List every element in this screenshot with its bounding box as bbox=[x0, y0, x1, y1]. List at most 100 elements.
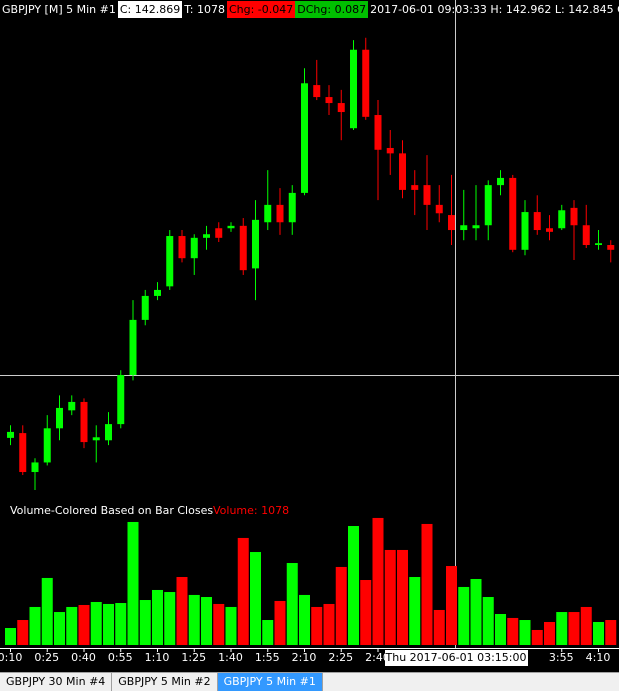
tab-active[interactable]: GBPJPY 5 Min #1 bbox=[217, 673, 323, 691]
volume-bar bbox=[593, 621, 604, 645]
volume-bar bbox=[41, 577, 53, 645]
volume-bar bbox=[90, 601, 102, 645]
volume-bar bbox=[470, 578, 482, 645]
volume-bar bbox=[17, 620, 29, 645]
candle-body bbox=[92, 437, 100, 441]
volume-bar bbox=[78, 604, 90, 645]
symbol: GBPJPY [M] 5 Min #1 bbox=[2, 3, 116, 16]
candle-body bbox=[472, 225, 480, 229]
candle-body bbox=[43, 428, 51, 463]
volume-bar bbox=[409, 577, 421, 645]
candle-body bbox=[117, 374, 125, 425]
volume-bar bbox=[495, 614, 506, 645]
candle-body bbox=[56, 407, 63, 429]
candle-body bbox=[607, 245, 615, 250]
volume-bar bbox=[446, 566, 457, 645]
x-tick-label: 3:55 bbox=[549, 651, 574, 664]
volume-bar bbox=[360, 580, 372, 645]
volume-bar bbox=[568, 612, 580, 645]
volume-bar bbox=[237, 537, 249, 645]
candle-body bbox=[448, 215, 455, 231]
volume-bar bbox=[164, 592, 176, 645]
x-tick-label: 1:10 bbox=[145, 651, 170, 664]
candle-body bbox=[460, 225, 468, 231]
volume-bar bbox=[348, 526, 359, 645]
candle-body bbox=[435, 204, 443, 214]
candle-body bbox=[227, 225, 235, 229]
candle-body bbox=[570, 207, 578, 226]
volume-bar bbox=[335, 566, 347, 645]
volume-bar bbox=[605, 620, 617, 645]
candle-body bbox=[337, 103, 345, 113]
x-tick-label: 1:40 bbox=[218, 651, 243, 664]
volume-label: Volume: 1078 bbox=[213, 504, 289, 517]
volume-title: Volume-Colored Based on Bar Closes bbox=[10, 504, 213, 517]
candle-body bbox=[509, 177, 517, 250]
candle-body bbox=[129, 319, 137, 375]
volume-bar bbox=[139, 600, 151, 645]
volume-bar bbox=[286, 563, 298, 645]
change: Chg: -0.047 bbox=[226, 1, 296, 18]
volume-bar bbox=[29, 606, 41, 645]
candle-body bbox=[497, 177, 504, 186]
tab[interactable]: GBPJPY 5 Min #2 bbox=[112, 673, 218, 691]
candle-body bbox=[288, 192, 296, 223]
volume-bar bbox=[127, 521, 139, 645]
volume-bar bbox=[115, 603, 127, 645]
candle-body bbox=[154, 289, 161, 296]
volume-bar bbox=[544, 621, 555, 645]
candle-body bbox=[386, 147, 394, 154]
candle-body bbox=[325, 97, 333, 104]
crosshair-label: Thu 2017-06-01 03:15:00 bbox=[385, 651, 527, 664]
candle-body bbox=[582, 225, 590, 246]
candle-body bbox=[301, 83, 308, 193]
x-tick-label: 2:10 bbox=[292, 651, 317, 664]
volume-bar bbox=[188, 594, 200, 645]
x-tick-label: 0:40 bbox=[71, 651, 96, 664]
chart: Volume-Colored Based on Bar Closes Volum… bbox=[0, 0, 619, 672]
volume-bar bbox=[201, 597, 212, 645]
volume-bar bbox=[519, 620, 531, 645]
candle-body bbox=[141, 295, 149, 320]
daily-change: DChg: 0.087 bbox=[295, 1, 369, 18]
volume-bar bbox=[299, 594, 310, 645]
volume-bar bbox=[421, 523, 433, 645]
candle-body bbox=[374, 115, 382, 150]
tick-count: T: 1078 bbox=[184, 3, 225, 16]
candle-body bbox=[276, 204, 284, 223]
volume-bar bbox=[580, 606, 592, 645]
candle-body bbox=[178, 236, 186, 259]
candle-body bbox=[80, 401, 88, 443]
volume-bar bbox=[225, 606, 237, 645]
candle-body bbox=[399, 153, 406, 190]
candle-body bbox=[546, 228, 553, 232]
candle-body bbox=[7, 431, 14, 438]
candle-body bbox=[252, 219, 259, 269]
chart-header: GBPJPY [M] 5 Min #1 C: 142.869 T: 1078 Chg:… bbox=[0, 1, 619, 18]
candle-body bbox=[190, 237, 198, 259]
volume-bar bbox=[458, 586, 470, 645]
x-tick-label: 1:25 bbox=[181, 651, 206, 664]
candle-body bbox=[521, 212, 529, 250]
bar-info: 2017-06-01 09:03:33 H: 142.962 L: 142.84… bbox=[370, 3, 619, 16]
tab[interactable]: GBPJPY 30 Min #4 bbox=[0, 673, 113, 691]
volume-bar bbox=[274, 600, 286, 645]
volume-bar bbox=[103, 603, 114, 645]
close-price: C: 142.869 bbox=[117, 1, 183, 18]
candle-body bbox=[264, 204, 272, 223]
volume-bar bbox=[250, 552, 261, 645]
candle-body bbox=[68, 401, 76, 411]
x-tick-label: 4:10 bbox=[586, 651, 611, 664]
chart-background bbox=[0, 0, 619, 672]
candle-body bbox=[239, 225, 247, 271]
x-tick-label: 1:55 bbox=[255, 651, 280, 664]
x-tick-label: 0:10 bbox=[0, 651, 22, 664]
candle-body bbox=[19, 433, 27, 473]
volume-bar bbox=[397, 549, 408, 645]
volume-bar bbox=[531, 629, 543, 645]
volume-bar bbox=[482, 597, 494, 645]
candle-body bbox=[423, 185, 431, 205]
candle-body bbox=[313, 85, 321, 98]
volume-bar bbox=[213, 603, 225, 645]
